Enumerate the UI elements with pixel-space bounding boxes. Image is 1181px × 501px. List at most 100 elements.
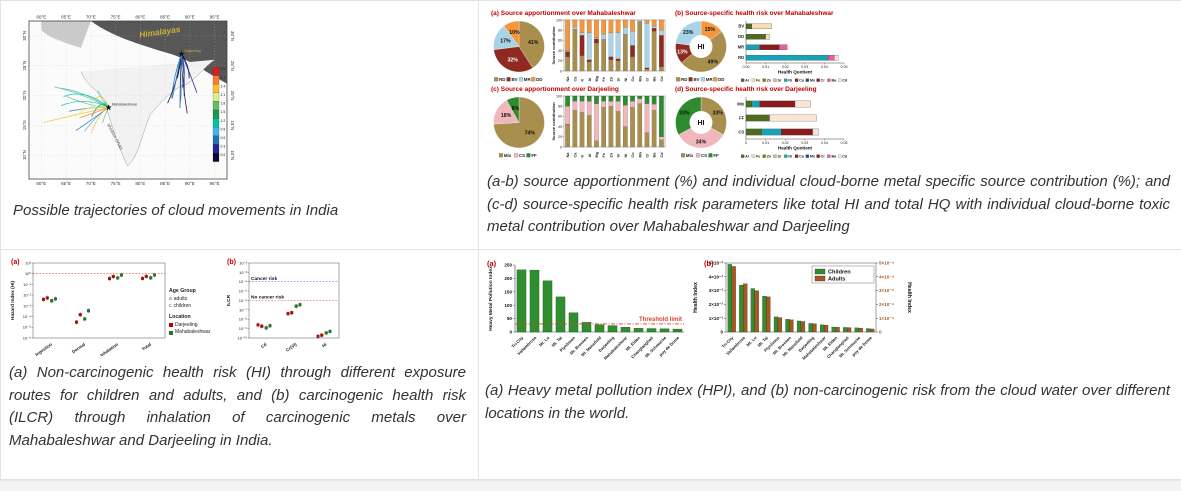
svg-text:70°E: 70°E <box>86 181 96 186</box>
svg-text:200: 200 <box>504 276 512 281</box>
svg-text:0.02: 0.02 <box>782 65 789 69</box>
svg-text:Ni: Ni <box>624 154 628 158</box>
svg-text:10⁻⁵: 10⁻⁵ <box>23 325 32 330</box>
svg-text:Na: Na <box>566 76 570 82</box>
svg-text:Cu: Cu <box>631 152 635 158</box>
svg-text:10⁻⁷: 10⁻⁷ <box>239 307 248 312</box>
india-trajectory-map: 60°E 60°E 65°E 65°E 70°E 70°E 75°E 75°E 80°E 80°E… <box>13 11 245 193</box>
svg-text:20°N: 20°N <box>230 91 235 101</box>
svg-text:8%: 8% <box>512 106 520 112</box>
svg-text:Sr: Sr <box>778 79 782 83</box>
svg-text:Mix: Mix <box>504 153 512 158</box>
svg-text:33%: 33% <box>679 110 690 116</box>
svg-text:20: 20 <box>558 135 562 139</box>
svg-text:80°E: 80°E <box>135 181 145 186</box>
cell-hpi: 0 50 100 150 200 250 Heavy Metal Pollution Ind… <box>479 250 1181 479</box>
svg-text:RD: RD <box>499 77 505 82</box>
svg-text:HI: HI <box>698 44 705 51</box>
svg-text:25°N: 25°N <box>230 61 235 71</box>
svg-text:MR: MR <box>524 77 532 82</box>
svg-text:Source contribution: Source contribution <box>551 102 556 141</box>
svg-text:RD: RD <box>738 55 744 60</box>
svg-text:0.04: 0.04 <box>821 141 828 145</box>
svg-text:1.5: 1.5 <box>221 110 226 114</box>
location-title: Location <box>169 313 191 320</box>
svg-text:15°N: 15°N <box>22 120 27 130</box>
svg-text:Ca: Ca <box>573 152 577 158</box>
svg-text:60: 60 <box>558 39 562 43</box>
svg-text:Health Quotient: Health Quotient <box>778 146 813 151</box>
svg-text:Cu: Cu <box>631 76 635 82</box>
panel-b-title: (b) Source-specific health risk over Mah… <box>675 10 834 17</box>
svg-text:No cancer risk: No cancer risk <box>251 295 284 301</box>
svg-text:10⁻³: 10⁻³ <box>239 270 248 275</box>
svg-text:Cu: Cu <box>799 155 805 159</box>
svg-text:0: 0 <box>560 69 562 73</box>
svg-text:Inhalation: Inhalation <box>99 342 119 356</box>
svg-text:Cd: Cd <box>260 342 268 350</box>
svg-text:80: 80 <box>558 105 562 109</box>
svg-text:Cu: Cu <box>799 79 805 83</box>
panel-d: (d) Source-specific health risk over Dar… <box>671 85 853 161</box>
svg-text:Cr: Cr <box>645 153 649 158</box>
svg-text:BV: BV <box>693 77 699 82</box>
svg-text:40: 40 <box>558 49 562 53</box>
panel-c-title: (c) Source apportionment over Darjeeling <box>491 86 619 93</box>
svg-text:Cd: Cd <box>842 79 848 83</box>
svg-text:3.0: 3.0 <box>221 67 226 71</box>
cell-cloud-map: 60°E 60°E 65°E 65°E 70°E 70°E 75°E 75°E 80°E 80°E… <box>1 1 479 250</box>
page-bottom-strip <box>0 480 1181 491</box>
svg-text:15°N: 15°N <box>230 120 235 130</box>
svg-text:Mix: Mix <box>686 153 694 158</box>
age-group-title: Age Group <box>169 288 196 294</box>
svg-text:95°E: 95°E <box>210 181 220 186</box>
svg-text:Na: Na <box>566 152 570 158</box>
svg-text:Health Index: Health Index <box>693 282 699 313</box>
svg-text:Source contribution: Source contribution <box>551 26 556 65</box>
map-caption: Possible trajectories of cloud movements… <box>13 202 339 219</box>
svg-text:ILCR: ILCR <box>226 294 232 306</box>
svg-text:Cd: Cd <box>660 152 664 158</box>
svg-text:10⁻⁶: 10⁻⁶ <box>23 335 32 340</box>
svg-text:Cd: Cd <box>660 76 664 82</box>
svg-text:80: 80 <box>558 29 562 33</box>
svg-text:5×10⁻⁴: 5×10⁻⁴ <box>879 261 895 266</box>
svg-text:Fe: Fe <box>756 79 760 83</box>
svg-text:Ba: Ba <box>831 155 837 159</box>
svg-text:Heavy Metal Pollution Index: Heavy Metal Pollution Index <box>488 266 494 331</box>
svg-text:10°N: 10°N <box>230 150 235 160</box>
svg-text:100: 100 <box>504 303 512 308</box>
svg-text:75°E: 75°E <box>111 15 121 20</box>
svg-text:Mahabaleshwar: Mahabaleshwar <box>112 102 138 106</box>
svg-text:150: 150 <box>504 289 512 294</box>
location-item: Mahabaleshwar <box>169 329 225 337</box>
svg-text:BV: BV <box>738 24 744 29</box>
svg-text:0: 0 <box>879 330 882 335</box>
svg-text:10⁻²: 10⁻² <box>239 260 248 265</box>
svg-text:1.8: 1.8 <box>221 102 226 106</box>
svg-text:0: 0 <box>509 330 512 335</box>
svg-text:2×10⁻⁴: 2×10⁻⁴ <box>879 302 895 307</box>
svg-text:85°E: 85°E <box>160 15 170 20</box>
hpi-caption: (a) Heavy metal pollution index (HPI), a… <box>485 382 1170 422</box>
svg-text:85°E: 85°E <box>160 181 170 186</box>
svg-text:10⁻⁶: 10⁻⁶ <box>239 298 248 303</box>
svg-text:50: 50 <box>507 316 513 321</box>
svg-text:FF: FF <box>739 115 745 120</box>
svg-text:Adults: Adults <box>828 276 845 282</box>
svg-text:Mn: Mn <box>810 155 816 159</box>
svg-text:Mn: Mn <box>638 75 642 81</box>
svg-text:3×10⁻⁴: 3×10⁻⁴ <box>879 288 895 293</box>
svg-text:5×10⁻²: 5×10⁻² <box>709 261 724 266</box>
svg-text:2.1: 2.1 <box>221 93 226 97</box>
svg-text:Al: Al <box>745 79 749 83</box>
svg-text:10⁻²: 10⁻² <box>23 293 32 298</box>
svg-text:DD: DD <box>738 34 744 39</box>
svg-text:10⁻¹: 10⁻¹ <box>23 282 32 287</box>
svg-text:0.6: 0.6 <box>221 136 226 140</box>
risk-caption: (a) Non-carcinogenic health risk (HI) th… <box>9 364 466 449</box>
svg-text:10⁻¹⁰: 10⁻¹⁰ <box>238 335 248 340</box>
svg-text:DD: DD <box>718 77 724 82</box>
ilcr-scatter: 10⁻² 10⁻³ 10⁻⁴ 10⁻⁵ 10⁻⁶ 10⁻⁷ 10⁻⁸ 10⁻⁹ 10⁻¹⁰ ILC… <box>226 259 340 353</box>
